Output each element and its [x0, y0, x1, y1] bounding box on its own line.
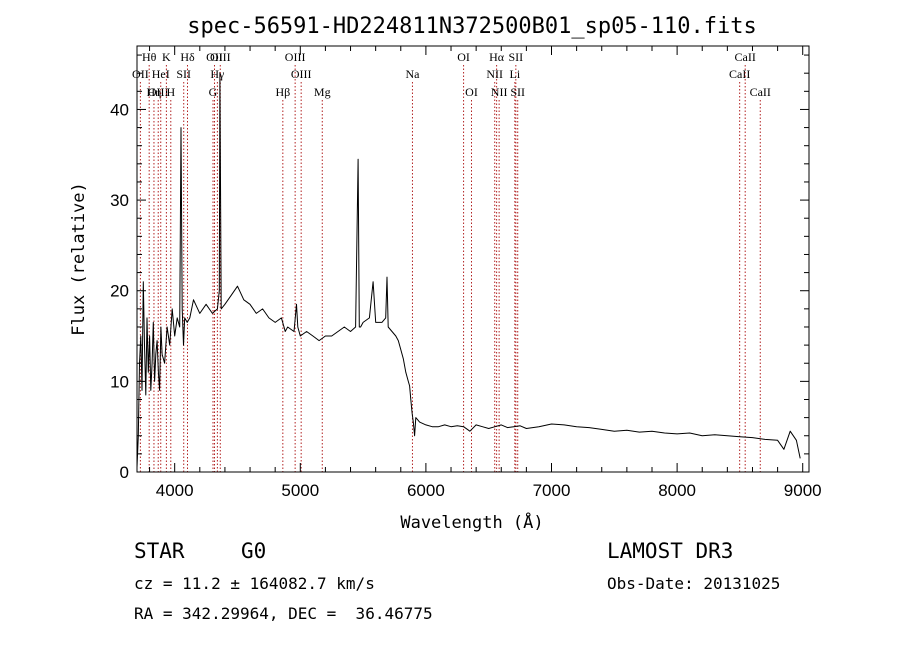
line-marker-label-22: NII	[491, 85, 508, 99]
spectrum-line-0	[136, 72, 801, 468]
line-marker-label-6: H	[166, 85, 175, 99]
plot-frame	[136, 45, 810, 473]
line-marker-label-10: Hγ	[210, 67, 225, 81]
y-tick-label-2: 20	[110, 282, 129, 301]
line-marker-label-20: Hα	[489, 50, 505, 64]
line-marker-label-17: Na	[405, 67, 420, 81]
line-marker-label-18: OI	[457, 50, 470, 64]
y-axis-label: Flux (relative)	[69, 182, 89, 336]
spectrum-series	[136, 72, 801, 468]
line-marker-label-23: SII	[508, 50, 523, 64]
line-marker-label-27: CaII	[735, 50, 756, 64]
line-marker-label-5: K	[162, 50, 171, 64]
y-tick-label-1: 10	[110, 372, 129, 391]
x-tick-label-3: 7000	[533, 481, 571, 500]
line-marker-label-24: Li	[509, 67, 520, 81]
x-axis-ticks: 4000 5000 6000 7000 8000 9000	[149, 46, 822, 500]
x-axis-label: Wavelength (Å)	[400, 511, 543, 533]
x-tick-label-2: 6000	[407, 481, 445, 500]
x-tick-label-0: 4000	[156, 481, 194, 500]
line-marker-label-13: Hβ	[275, 85, 290, 99]
line-marker-label-28: CaII	[750, 85, 771, 99]
line-marker-label-25: SII	[510, 85, 525, 99]
object-class: STAR	[134, 539, 185, 563]
y-tick-label-4: 40	[110, 100, 129, 119]
line-marker-label-3: Hη	[146, 85, 161, 99]
line-marker-label-12: OIII	[210, 50, 231, 64]
y-tick-label-3: 30	[110, 191, 129, 210]
line-marker-label-2: OIII	[148, 85, 169, 99]
line-marker-label-19: OI	[465, 85, 478, 99]
line-marker-label-7: SII	[176, 67, 191, 81]
line-marker-label-14: OIII	[285, 50, 306, 64]
line-marker-label-8: Hδ	[180, 50, 195, 64]
line-marker-label-15: OIII	[291, 67, 312, 81]
line-marker-label-1: OII	[132, 67, 149, 81]
line-marker-label-0: Hθ	[142, 50, 157, 64]
radec-text: RA = 342.29964, DEC = 36.46775	[134, 604, 433, 623]
x-tick-label-1: 5000	[281, 481, 319, 500]
line-marker-label-26: CaII	[729, 67, 750, 81]
line-marker-label-21: NII	[486, 67, 503, 81]
line-marker-label-16: Mg	[314, 85, 331, 99]
line-marker-label-4: HeI	[152, 67, 170, 81]
line-marker-label-11: G	[209, 85, 218, 99]
survey-name: LAMOST DR3	[607, 539, 734, 563]
chart-title: spec-56591-HD224811N372500B01_sp05-110.f…	[187, 14, 757, 39]
obs-date-text: Obs-Date: 20131025	[607, 574, 781, 593]
redshift-text: cz = 11.2 ± 164082.7 km/s	[134, 574, 375, 593]
x-tick-label-5: 9000	[784, 481, 822, 500]
x-tick-label-4: 8000	[658, 481, 696, 500]
y-axis-ticks: 0 10 20 30 40	[110, 54, 809, 482]
object-subclass: G0	[241, 539, 267, 563]
line-marker-label-9: OII	[206, 50, 223, 64]
y-tick-label-0: 0	[120, 463, 129, 482]
